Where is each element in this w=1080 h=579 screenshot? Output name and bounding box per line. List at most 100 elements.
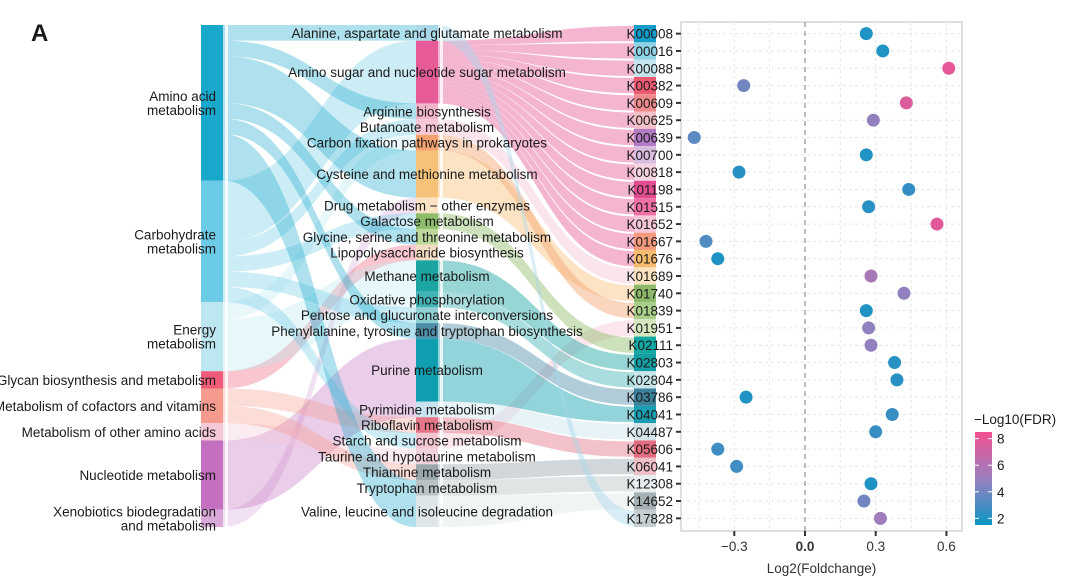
sankey-flow-category-pathway	[223, 56, 416, 198]
data-point	[942, 61, 956, 75]
sankey-node-pathway	[416, 150, 438, 198]
sankey-flow-pathway-ko	[438, 291, 634, 388]
ko-label: K02803	[626, 356, 673, 371]
legend-tick-label: 8	[997, 432, 1005, 447]
data-point	[885, 407, 899, 421]
sankey-node-ko	[634, 198, 656, 216]
sankey-flow-pathway-ko	[438, 72, 634, 163]
sankey-flow-pathway-ko	[438, 63, 634, 128]
ko-label: K03786	[626, 390, 673, 405]
sankey-node-pathway	[416, 464, 438, 480]
sankey-flow-category-pathway	[223, 213, 416, 272]
ko-label: K01198	[627, 182, 673, 197]
sankey-flow-pathway-ko	[438, 401, 634, 440]
ko-label: K01951	[626, 321, 673, 336]
sankey-flow-category-pathway	[223, 197, 416, 527]
sankey-flow-pathway-ko	[438, 85, 634, 215]
data-point	[864, 477, 878, 491]
ko-label: K00382	[626, 79, 673, 94]
pathway-label: Oxidative phosphorylation	[349, 293, 504, 308]
x-tick-label: 0.3	[866, 539, 885, 554]
sankey-node-ko	[634, 180, 656, 199]
data-point	[873, 511, 887, 525]
legend-title: −Log10(FDR)	[974, 412, 1056, 427]
pathway-label: Lipopolysaccharide biosynthesis	[330, 245, 524, 260]
data-point	[859, 27, 873, 41]
sankey-flows	[223, 25, 634, 528]
pathway-label: Alanine, aspartate and glutamate metabol…	[292, 26, 563, 41]
sankey-flow-category-pathway	[223, 40, 416, 242]
data-point	[902, 182, 916, 196]
ko-label: K01740	[626, 286, 673, 301]
x-tick-label: 0.6	[937, 539, 956, 554]
data-point	[711, 442, 725, 456]
sankey-node-ko	[634, 163, 656, 181]
pathway-label: Methane metabolism	[364, 269, 489, 284]
data-point	[732, 165, 746, 179]
pathway-label: Pyrimidine metabolism	[359, 402, 495, 417]
category-label: Xenobiotics biodegradation and metabolism	[53, 504, 216, 533]
data-point	[862, 200, 876, 214]
sankey-node-pathway	[416, 40, 438, 104]
legend-colorbar	[975, 432, 992, 525]
data-point	[862, 321, 876, 335]
sankey-node-ko	[634, 42, 656, 60]
pathway-label: Carbon fixation pathways in prokaryotes	[307, 136, 547, 151]
sankey-node-ko	[634, 301, 656, 320]
sankey-flow-category-pathway	[223, 40, 416, 120]
sankey-flow-category-pathway	[223, 260, 416, 354]
pathway-label: Thiamine metabolism	[363, 465, 491, 480]
sankey-node-ko	[634, 284, 656, 302]
sankey-node-ko	[634, 146, 656, 164]
ko-label: K01667	[626, 234, 673, 249]
legend-tick-label: 6	[997, 458, 1005, 473]
data-point	[864, 338, 878, 352]
sankey-node-ko	[634, 250, 656, 268]
category-label: Glycan biosynthesis and metabolism	[0, 373, 216, 388]
sankey-flow-pathway-ko	[438, 320, 634, 449]
data-point	[930, 217, 944, 231]
x-axis-title: Log2(Foldchange)	[767, 561, 877, 576]
sankey-flow-category-pathway	[223, 149, 416, 528]
sankey-node-ko	[634, 423, 656, 441]
ko-label: K00700	[626, 148, 673, 163]
pathway-label: Purine metabolism	[371, 363, 483, 378]
sankey-node-category	[201, 25, 223, 181]
data-point	[899, 96, 913, 110]
column-divider	[440, 25, 443, 527]
pathway-label: Glycine, serine and threonine metabolism	[303, 230, 551, 245]
data-point	[739, 390, 753, 404]
ko-label: K01839	[626, 304, 673, 319]
sankey-flow-category-pathway	[223, 134, 416, 496]
sankey-flow-pathway-ko	[438, 119, 634, 284]
pathway-label: Galactose metabolism	[360, 214, 494, 229]
legend-tick-label: 4	[997, 485, 1005, 500]
data-point	[859, 148, 873, 162]
pathway-label: Phenylalanine, tyrosine and tryptophan b…	[271, 324, 583, 339]
sankey-flow-pathway-ko	[438, 58, 634, 111]
sankey-flow-category-pathway	[223, 338, 416, 496]
sankey-flow-category-pathway	[223, 271, 416, 324]
sankey-node-ko	[634, 94, 656, 112]
sankey-node-category	[201, 180, 223, 302]
sankey-node-ko	[634, 267, 656, 285]
sankey-node-ko	[634, 492, 656, 510]
sankey-flow-pathway-ko	[438, 458, 634, 480]
data-point	[699, 234, 713, 248]
ko-label: K01676	[626, 252, 673, 267]
data-point	[857, 494, 871, 508]
ko-label: K12308	[626, 477, 673, 492]
sankey-flow-pathway-ko	[438, 323, 634, 405]
sankey-node-pathway	[416, 134, 438, 151]
pathway-label: Pentose and glucuronate interconversions	[301, 308, 553, 323]
sankey-flow-category-pathway	[223, 25, 416, 41]
pathway-label: Cysteine and methionine metabolism	[316, 167, 537, 182]
category-label: Amino acid metabolism	[147, 89, 216, 118]
sankey-node-pathway	[416, 495, 438, 527]
ko-label: K00818	[626, 165, 673, 180]
pathway-label: Tryptophan metabolism	[357, 481, 498, 496]
sankey-flow-pathway-ko	[438, 89, 634, 232]
column-divider	[225, 25, 228, 527]
sankey-node-pathway	[416, 401, 438, 418]
ko-label: K17828	[626, 511, 673, 526]
